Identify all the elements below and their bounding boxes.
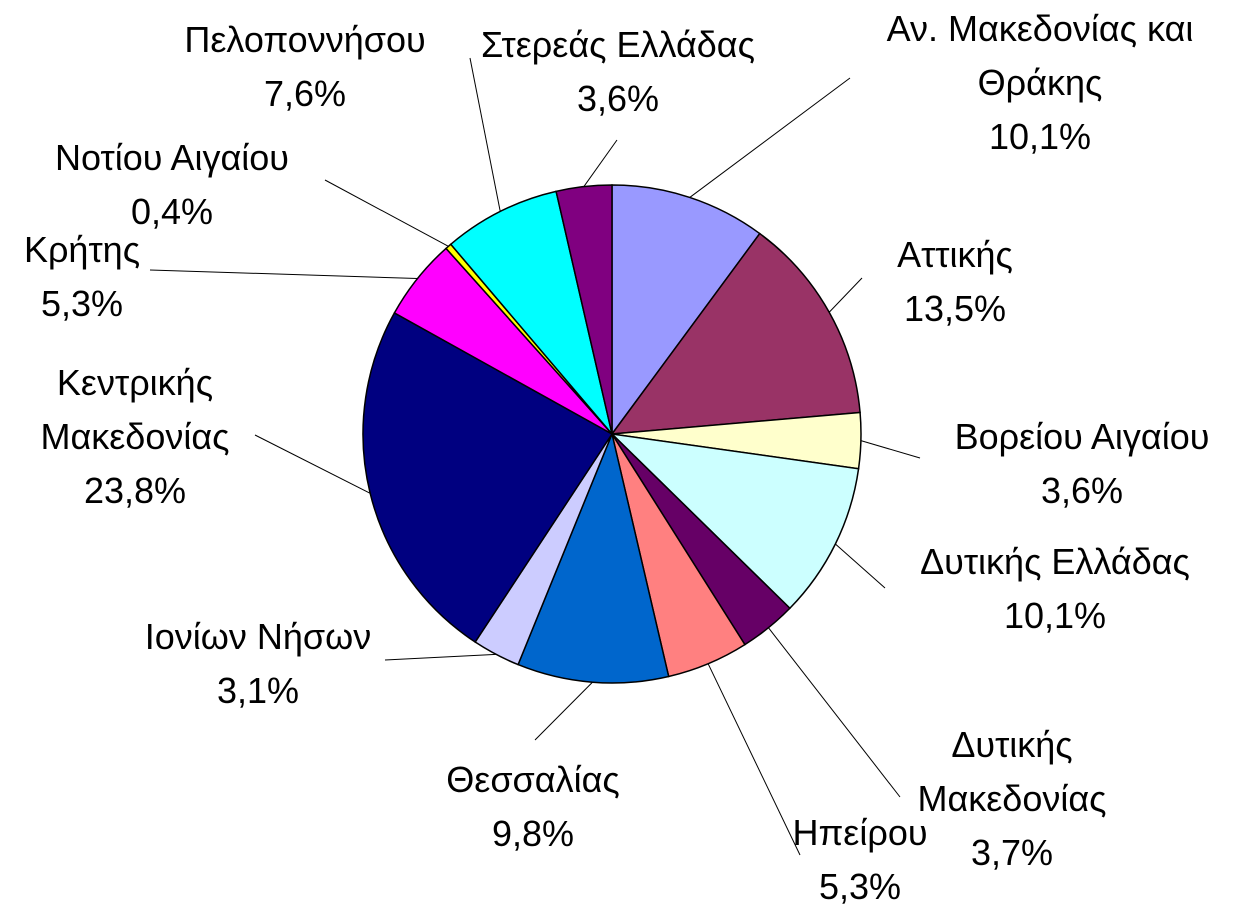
slice-label: Κρήτης 5,3% — [2, 223, 162, 331]
leader-line — [324, 179, 449, 247]
slice-value: 3,6% — [1040, 470, 1124, 511]
slice-name: Στερεάς Ελλάδας — [481, 24, 755, 65]
slice-name: Ηπείρου — [792, 812, 928, 853]
slice-label: Πελοποννήσου 7,6% — [155, 13, 455, 121]
pie-slice — [555, 184, 613, 435]
slice-label: Νοτίου Αιγαίου 0,4% — [22, 131, 322, 239]
slice-label: Ηπείρου 5,3% — [770, 806, 950, 914]
leader-line — [469, 57, 501, 212]
slice-name: Δυτικής Μακεδονίας — [917, 724, 1107, 819]
leader-line — [149, 269, 418, 279]
slice-label: Αν. Μακεδονίας και Θράκης 10,1% — [850, 2, 1230, 164]
leader-line — [254, 434, 371, 494]
slice-label: Θεσσαλίας 9,8% — [423, 753, 643, 861]
slice-value: 0,4% — [130, 191, 214, 232]
leader-line — [707, 663, 801, 856]
slice-name: Βορείου Αιγαίου — [954, 416, 1210, 457]
slice-value: 5,3% — [818, 866, 902, 907]
leader-line — [689, 77, 851, 198]
leader-line — [384, 653, 497, 661]
slice-value: 3,7% — [970, 832, 1054, 873]
slice-label: Δυτικής Μακεδονίας 3,7% — [892, 718, 1132, 880]
slice-name: Πελοποννήσου — [184, 19, 426, 60]
leader-line — [583, 139, 618, 187]
slice-name: Κεντρικής Μακεδονίας — [40, 362, 230, 457]
slice-name: Αν. Μακεδονίας και Θράκης — [886, 8, 1194, 103]
slice-label: Βορείου Αιγαίου 3,6% — [922, 410, 1238, 518]
slice-name: Θεσσαλίας — [446, 759, 620, 800]
slice-label: Δυτικής Ελλάδας 10,1% — [895, 535, 1215, 643]
slice-name: Αττικής — [897, 234, 1013, 275]
slice-name: Νοτίου Αιγαίου — [55, 137, 289, 178]
slice-value: 3,1% — [216, 670, 300, 711]
leader-line — [828, 277, 863, 313]
slice-value: 10,1% — [988, 116, 1092, 157]
slice-name: Κρήτης — [23, 229, 141, 270]
slice-value: 5,3% — [40, 283, 124, 324]
pie-slice — [362, 311, 614, 644]
slice-label: Ιονίων Νήσων 3,1% — [118, 610, 398, 718]
slice-value: 9,8% — [491, 813, 575, 854]
pie-slice — [611, 184, 761, 437]
leader-line — [860, 440, 921, 459]
pie-slice — [609, 432, 860, 610]
slice-value: 3,6% — [576, 78, 660, 119]
slice-value: 13,5% — [903, 288, 1007, 329]
pie-slice — [610, 232, 861, 435]
slice-value: 10,1% — [1003, 595, 1107, 636]
leader-line — [835, 543, 886, 589]
slice-value: 7,6% — [263, 73, 347, 114]
leader-line — [768, 627, 901, 798]
slice-label: Αττικής 13,5% — [855, 228, 1055, 336]
slice-value: 23,8% — [83, 470, 187, 511]
slice-label: Στερεάς Ελλάδας 3,6% — [458, 18, 778, 126]
slice-name: Δυτικής Ελλάδας — [920, 541, 1190, 582]
leader-line — [534, 681, 593, 741]
slice-name: Ιονίων Νήσων — [144, 616, 372, 657]
slice-label: Κεντρικής Μακεδονίας 23,8% — [10, 356, 260, 518]
